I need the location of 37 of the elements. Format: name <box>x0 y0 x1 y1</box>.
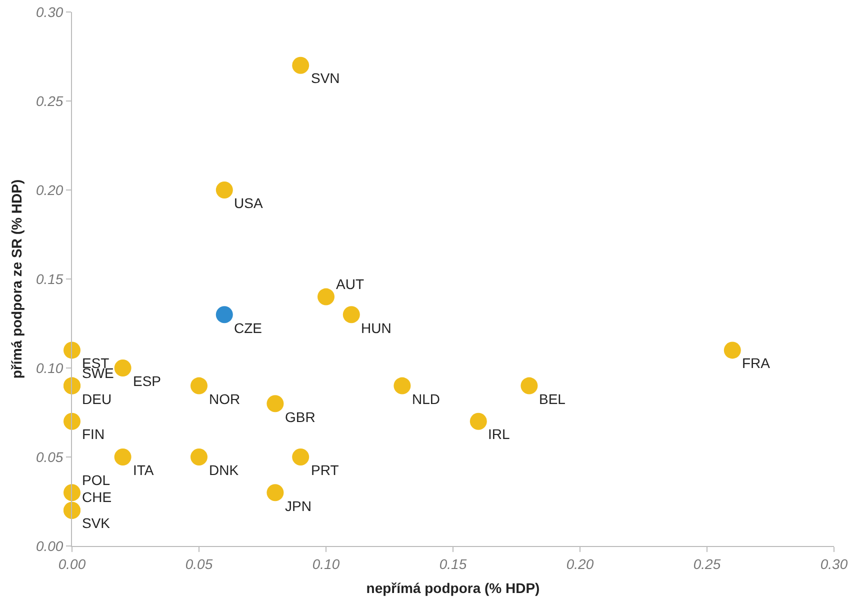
y-tick-label: 0.00 <box>36 538 64 554</box>
annotation: CHE <box>82 489 112 505</box>
annotation: FIN <box>82 426 105 442</box>
annotation: SVN <box>311 70 340 86</box>
y-tick-label: 0.10 <box>36 360 64 376</box>
annotation: DEU <box>82 391 112 407</box>
annotation: ITA <box>133 462 154 478</box>
y-tick-label: 0.15 <box>36 270 64 287</box>
x-tick-label: 0.30 <box>820 556 848 572</box>
y-tick-label: 0.30 <box>36 4 64 20</box>
x-tick-label: 0.15 <box>439 556 467 572</box>
x-axis-title: nepřímá podpora (% HDP) <box>366 580 540 596</box>
annotation: AUT <box>336 276 364 292</box>
y-tick-label: 0.05 <box>36 448 64 465</box>
annotation: PRT <box>311 462 340 478</box>
annotation: POL <box>82 472 110 488</box>
y-tick-label: 0.25 <box>36 92 64 109</box>
y-tick-label: 0.20 <box>36 182 64 198</box>
annotation: DNK <box>209 462 240 478</box>
annotation: ESP <box>133 373 162 389</box>
annotation: BEL <box>539 391 566 407</box>
x-tick-label: 0.05 <box>185 556 213 572</box>
x-tick-label: 0.20 <box>566 556 594 572</box>
annotation: NLD <box>412 391 440 407</box>
y-axis-title: přímá podpora ze SR (% HDP) <box>8 179 25 379</box>
x-tick-label: 0.00 <box>58 556 86 572</box>
annotation: GBR <box>285 409 316 425</box>
annotation: NOR <box>209 391 240 407</box>
annotation: IRL <box>488 426 510 442</box>
annotation: USA <box>234 195 264 211</box>
x-tick-label: 0.10 <box>312 556 340 572</box>
annotation: HUN <box>361 320 392 336</box>
annotation: FRA <box>742 355 771 371</box>
annotation: SVK <box>82 515 111 531</box>
annotation: JPN <box>285 498 312 514</box>
annotation: CZE <box>234 320 262 336</box>
x-tick-label: 0.25 <box>693 556 721 572</box>
